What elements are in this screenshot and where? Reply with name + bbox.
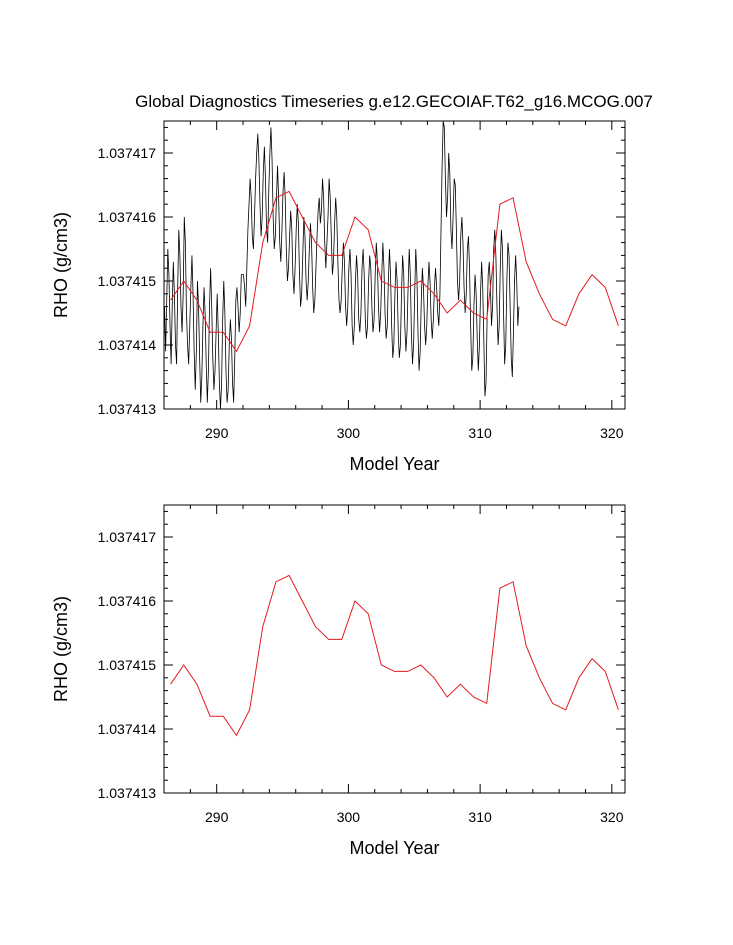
plot-frame — [163, 120, 626, 410]
y-tick-label: 1.037416 — [98, 593, 157, 609]
x-tick-label: 320 — [600, 425, 624, 441]
y-tick-label: 1.037415 — [98, 273, 157, 289]
y-axis-title: RHO (g/cm3) — [51, 596, 71, 702]
y-tick-label: 1.037416 — [98, 209, 157, 225]
annual-series-line — [170, 574, 619, 737]
series-group — [164, 121, 619, 409]
y-tick-label: 1.037413 — [98, 401, 157, 417]
y-tick-label: 1.037414 — [98, 337, 157, 353]
y-axis-title: RHO (g/cm3) — [51, 212, 71, 318]
x-tick-label: 290 — [205, 425, 229, 441]
x-axis-title: Model Year — [349, 838, 439, 858]
x-tick-label: 300 — [337, 809, 361, 825]
x-tick-label: 300 — [337, 425, 361, 441]
series-group — [170, 574, 619, 737]
y-tick-label: 1.037413 — [98, 785, 157, 801]
y-tick-label: 1.037417 — [98, 529, 157, 545]
chart-title: Global Diagnostics Timeseries g.e12.GECO… — [135, 92, 653, 111]
x-tick-label: 310 — [468, 425, 492, 441]
plot-frame — [163, 504, 626, 794]
annual-series-line — [170, 190, 619, 353]
x-tick-label: 320 — [600, 809, 624, 825]
monthly-series-line — [164, 121, 520, 409]
y-tick-label: 1.037414 — [98, 721, 157, 737]
x-tick-label: 310 — [468, 809, 492, 825]
top-plot: 290 300 310 320 1.037413 1.037414 1.037415 1.03… — [51, 120, 626, 474]
bottom-plot: 290 300 310 320 1.037413 1.037414 1.037415 1.03… — [51, 504, 626, 858]
y-tick-label: 1.037415 — [98, 657, 157, 673]
y-tick-label: 1.037417 — [98, 145, 157, 161]
x-axis-title: Model Year — [349, 454, 439, 474]
x-tick-label: 290 — [205, 809, 229, 825]
